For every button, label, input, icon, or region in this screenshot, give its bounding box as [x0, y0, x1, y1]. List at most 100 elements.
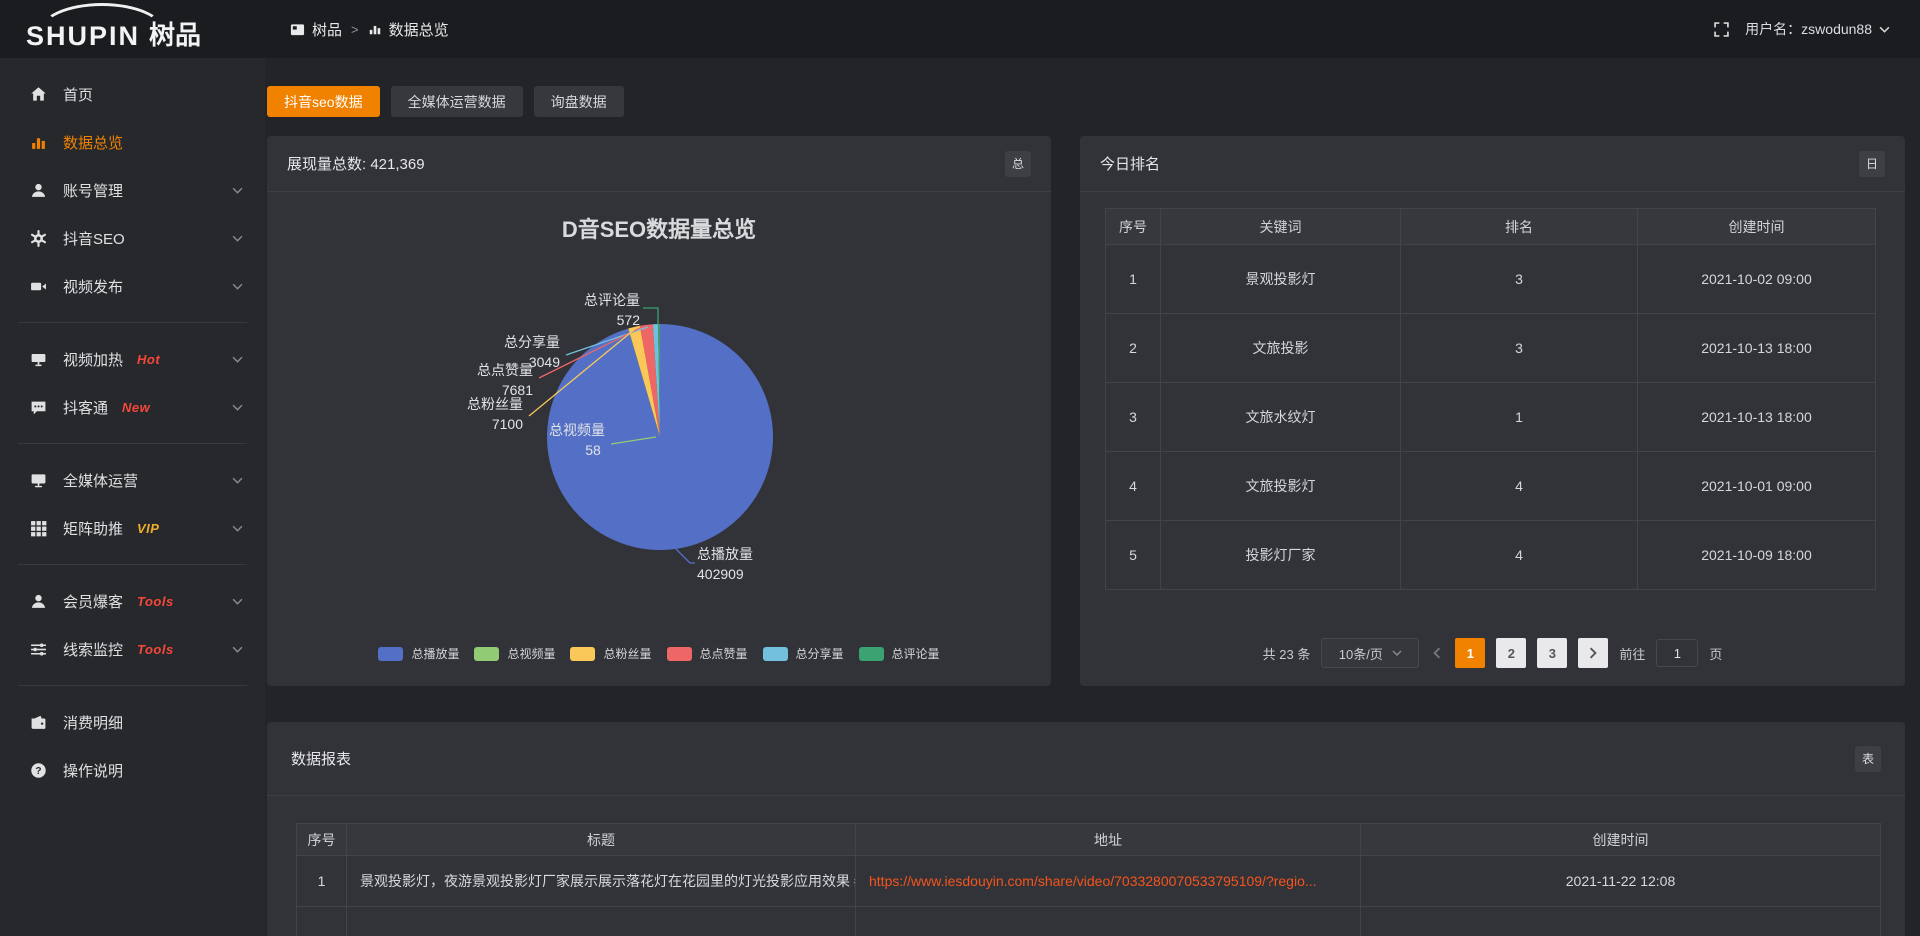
sidebar-item-omnimedia[interactable]: 全媒体运营: [0, 456, 265, 504]
legend-item-plays[interactable]: 总播放量: [378, 645, 459, 662]
pie-slice-shares[interactable]: [652, 324, 660, 437]
data-report-panel: 数据报表 表 序号 标题 地址 创建时间 1 景观投影灯，夜游景观投影灯厂家展示…: [267, 722, 1905, 936]
app-logo[interactable]: SHUPIN 树品: [0, 0, 265, 58]
table-row: 1 景观投影灯，夜游景观投影灯厂家展示展示落花灯在花园里的灯光投影应用效果 # …: [296, 855, 1881, 907]
username-label: 用户名：zswodun88: [1745, 21, 1872, 37]
sidebar-item-spend-detail[interactable]: 消费明细: [0, 698, 265, 746]
pie-slice-likes[interactable]: [639, 324, 660, 437]
page-button-1[interactable]: 1: [1455, 638, 1486, 668]
page-button-2[interactable]: 2: [1496, 638, 1527, 668]
legend-swatch: [474, 646, 500, 661]
prev-page-button[interactable]: [1430, 647, 1444, 659]
table-row: 3 文旅水纹灯 1 2021-10-13 18:00: [1105, 382, 1876, 452]
table-row: 2 文旅投影 3 2021-10-13 18:00: [1105, 313, 1876, 383]
legend-label: 总视频量: [507, 647, 556, 661]
breadcrumb-current[interactable]: 数据总览: [368, 19, 449, 40]
pie-slice-videos[interactable]: [628, 328, 660, 438]
page-size-select[interactable]: 10条/页: [1321, 638, 1420, 668]
sidebar-item-video-heat[interactable]: 视频加热 Hot: [0, 335, 265, 383]
impressions-panel: 展现量总数: 421,369 总 D音SEO数据量总览 总评论量 572 总分享…: [267, 136, 1051, 686]
pie-label-videos: 总视频量: [549, 422, 605, 438]
table-cell: 2021-10-02 09:00: [1637, 244, 1876, 314]
next-page-button[interactable]: [1578, 638, 1609, 668]
impressions-panel-header: 展现量总数: 421,369 总: [267, 136, 1051, 192]
pie-slice-plays[interactable]: [547, 324, 774, 550]
sidebar-divider: [18, 322, 247, 323]
pie-slice-fans[interactable]: [628, 325, 660, 437]
sidebar-item-accounts[interactable]: 账号管理: [0, 166, 265, 214]
chevron-down-icon: [1392, 650, 1402, 656]
table-row: 5 投影灯厂家 4 2021-10-09 18:00: [1105, 520, 1876, 590]
legend-label: 总粉丝量: [603, 647, 652, 661]
hot-badge: Hot: [137, 351, 161, 367]
goto-label: 前往: [1619, 646, 1646, 662]
video-url-link[interactable]: https://www.iesdouyin.com/share/video/70…: [855, 855, 1361, 907]
sidebar-item-douyin-seo[interactable]: 抖音SEO: [0, 214, 265, 262]
total-toggle-button[interactable]: 总: [1005, 150, 1031, 177]
report-panel-header: 数据报表 表: [267, 722, 1905, 796]
breadcrumb-separator: >: [351, 21, 359, 37]
sidebar-item-matrix-boost[interactable]: 矩阵助推 VIP: [0, 504, 265, 552]
ranking-panel-header: 今日排名 日: [1080, 136, 1905, 192]
gear-icon: [30, 229, 48, 247]
table-cell: 2021-10-13 18:00: [1637, 382, 1876, 452]
sidebar-item-label: 数据总览: [63, 134, 124, 152]
breadcrumb: 树品 > 数据总览: [290, 19, 449, 40]
legend-label: 总点赞量: [699, 647, 748, 661]
table-cell: 3: [1400, 313, 1638, 383]
user-icon: [30, 182, 48, 199]
chevron-down-icon: [232, 477, 243, 484]
legend-swatch: [762, 646, 788, 661]
legend-item-shares[interactable]: 总分享量: [762, 645, 844, 662]
sidebar-item-doukertong[interactable]: 抖客通 New: [0, 383, 265, 431]
fullscreen-icon[interactable]: [1714, 21, 1729, 37]
topbar-right: 用户名：zswodun88: [1714, 19, 1890, 39]
legend-item-videos[interactable]: 总视频量: [474, 645, 555, 662]
page-button-3[interactable]: 3: [1537, 638, 1568, 668]
pie-slice-comments[interactable]: [658, 323, 660, 437]
tab-inquiry-data[interactable]: 询盘数据: [533, 86, 624, 117]
table-toggle-button[interactable]: 表: [1855, 745, 1881, 772]
legend-item-fans[interactable]: 总粉丝量: [570, 645, 652, 662]
sidebar-item-home[interactable]: 首页: [0, 70, 265, 118]
sidebar-item-help[interactable]: ? 操作说明: [0, 746, 265, 794]
table-cell: 1: [296, 855, 347, 907]
new-badge: New: [122, 399, 151, 415]
col-header-created: 创建时间: [1360, 823, 1881, 856]
goto-page-input[interactable]: [1656, 639, 1699, 667]
chevron-down-icon: [232, 598, 243, 605]
legend-label: 总评论量: [891, 647, 940, 661]
col-header-keyword: 关键词: [1160, 208, 1401, 245]
sidebar-item-lead-monitor[interactable]: 线索监控 Tools: [0, 625, 265, 673]
sidebar-item-label: 视频加热: [63, 351, 124, 369]
question-icon: ?: [30, 762, 48, 779]
sidebar-item-video-publish[interactable]: 视频发布: [0, 262, 265, 310]
display-icon: [30, 472, 48, 489]
chevron-down-icon: [232, 646, 243, 653]
sidebar-item-member-growth[interactable]: 会员爆客 Tools: [0, 577, 265, 625]
col-header-index: 序号: [296, 823, 347, 856]
sidebar-item-label: 全媒体运营: [63, 472, 139, 490]
breadcrumb-current-label: 数据总览: [388, 21, 449, 39]
legend-item-likes[interactable]: 总点赞量: [666, 645, 748, 662]
legend-item-comments[interactable]: 总评论量: [858, 645, 940, 662]
user-menu[interactable]: 用户名：zswodun88: [1745, 19, 1890, 39]
breadcrumb-root[interactable]: 树品: [290, 19, 342, 40]
leader-line-fans: [528, 328, 636, 417]
tab-douyin-seo-data[interactable]: 抖音seo数据: [267, 86, 380, 117]
sidebar-item-label: 矩阵助推: [63, 520, 124, 538]
day-toggle-button[interactable]: 日: [1859, 150, 1885, 177]
chevron-down-icon: [232, 283, 243, 290]
pie-label-fans: 总粉丝量: [467, 396, 523, 412]
grid-icon: [30, 520, 48, 537]
table-cell: 3: [1400, 244, 1638, 314]
pie-legend: 总播放量 总视频量 总粉丝量 总点赞量 总分享量 总评论量: [267, 645, 1051, 662]
table-cell: [1360, 906, 1881, 936]
table-cell: 4: [1400, 451, 1638, 521]
sidebar-item-label: 抖客通: [63, 399, 109, 417]
tab-omnimedia-data[interactable]: 全媒体运营数据: [390, 86, 523, 117]
sidebar-item-label: 首页: [63, 86, 94, 104]
leader-line-likes: [538, 325, 645, 379]
sidebar-item-data-overview[interactable]: 数据总览: [0, 118, 265, 166]
